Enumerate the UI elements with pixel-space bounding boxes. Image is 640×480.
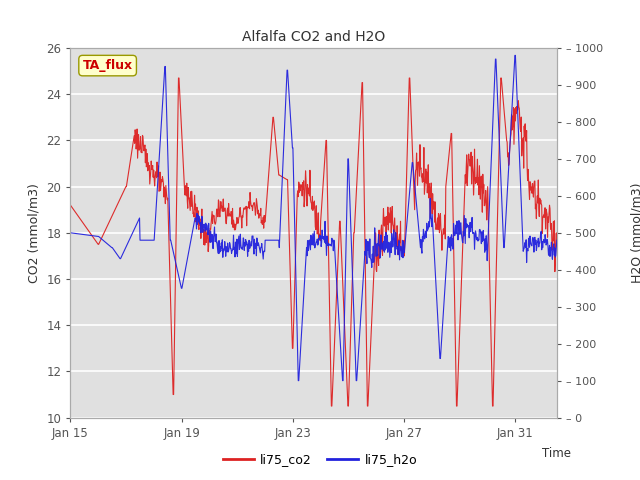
Title: Alfalfa CO2 and H2O: Alfalfa CO2 and H2O (242, 30, 385, 44)
Y-axis label: CO2 (mmol/m3): CO2 (mmol/m3) (28, 183, 41, 283)
X-axis label: Time: Time (542, 447, 572, 460)
Text: TA_flux: TA_flux (83, 59, 132, 72)
Legend: li75_co2, li75_h2o: li75_co2, li75_h2o (218, 448, 422, 471)
Y-axis label: H2O (mmol/m3): H2O (mmol/m3) (631, 182, 640, 283)
